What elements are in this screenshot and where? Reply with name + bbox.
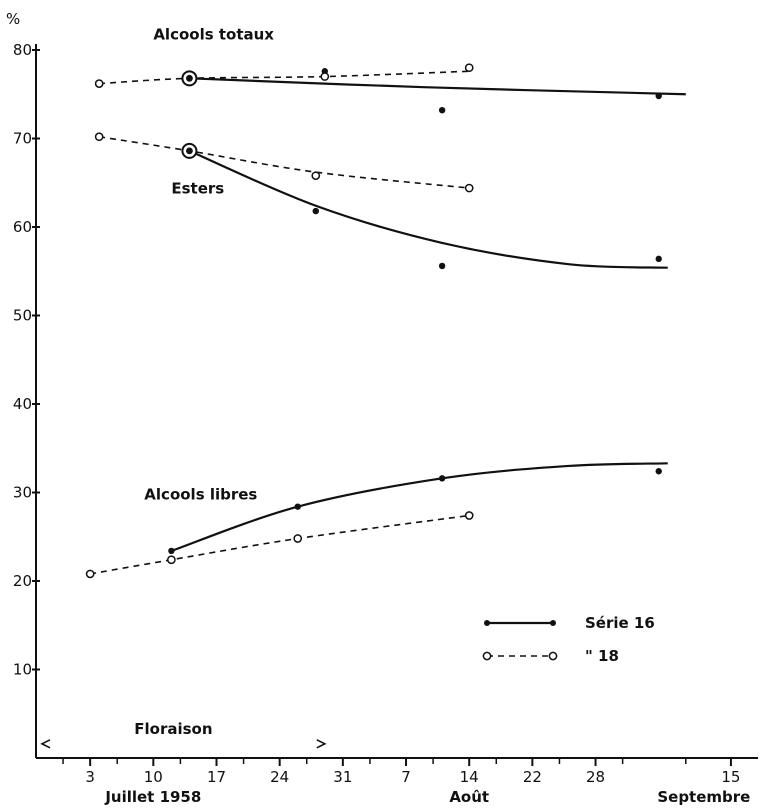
data-point-esters-16: [312, 207, 319, 215]
y-axis-ticks: 10 20 30 40 50 60 70 80: [13, 41, 40, 679]
y-tick-label: 30: [13, 484, 32, 502]
y-tick-label: 20: [13, 572, 32, 590]
data-point-esters-18: [94, 132, 104, 142]
data-point-esters-16: [438, 262, 446, 270]
x-tick-label: 7: [401, 768, 411, 786]
legend: Série 16 " 18: [482, 614, 655, 665]
floraison-range: Floraison: [40, 720, 327, 749]
series-line-alcools-libres-18: [90, 514, 470, 575]
legend-marker: [548, 651, 558, 661]
floraison-end-arrow: [316, 739, 327, 749]
data-point-alcools-libres-16: [168, 547, 175, 555]
legend-label: Série 16: [585, 614, 655, 632]
data-point-alcools-libres-18: [293, 534, 303, 543]
floraison-label: Floraison: [134, 720, 212, 738]
y-tick-label: 40: [13, 395, 32, 413]
month-label: Juillet 1958: [104, 788, 201, 806]
x-tick-label: 28: [586, 768, 605, 786]
legend-marker: [484, 620, 490, 626]
y-tick-label: 60: [13, 218, 32, 236]
x-tick-label: 10: [144, 768, 163, 786]
series-line-esters-18: [99, 135, 470, 189]
y-tick-label: 10: [13, 661, 32, 679]
data-point-alcools-totaux-18: [464, 63, 474, 73]
x-tick-label: 14: [460, 768, 479, 786]
series-line-alcools-totaux-16: [189, 77, 686, 96]
chart-axes: %: [6, 10, 758, 759]
series-group-label: Esters: [171, 179, 224, 197]
series-group-label: Alcools totaux: [153, 25, 274, 43]
legend-marker: [550, 620, 556, 626]
series-group-label: Alcools libres: [144, 486, 257, 504]
month-label: Août: [449, 788, 489, 806]
data-point-alcools-totaux-16: [655, 92, 662, 100]
data-point-alcools-libres-18: [464, 511, 474, 520]
y-axis-unit: %: [6, 10, 20, 28]
x-tick-label: 31: [333, 768, 352, 786]
data-point-esters-18: [311, 171, 321, 181]
annotation-layer: Alcools totaux Esters Alcools libres: [144, 25, 274, 503]
data-point-alcools-libres-16: [655, 468, 662, 475]
month-labels: Juillet 1958 Août Septembre: [104, 788, 750, 806]
x-tick-label: 24: [270, 768, 289, 786]
data-point-alcools-totaux-16: [438, 106, 446, 114]
x-axis-ticks: 3 10 17 24 31 7 14 22 28 15: [62, 758, 740, 786]
data-point-alcools-totaux-18: [94, 79, 104, 88]
legend-label: " 18: [585, 647, 619, 665]
x-tick-label: 22: [523, 768, 542, 786]
x-tick-label: 3: [85, 768, 95, 786]
series-line-alcools-libres-16: [171, 462, 668, 552]
data-point-esters-18: [464, 183, 474, 193]
data-point-alcools-totaux-18: [320, 72, 330, 81]
y-tick-label: 80: [13, 41, 32, 59]
data-point-alcools-libres-16: [438, 475, 446, 482]
month-label: Septembre: [657, 788, 750, 806]
data-point-alcools-libres-16: [294, 503, 301, 510]
x-tick-label: 17: [207, 768, 226, 786]
data-point-esters-16: [655, 255, 662, 263]
data-point-alcools-libres-18: [167, 555, 176, 565]
series-layer: [85, 63, 686, 579]
common-origin-point-center: [186, 147, 193, 155]
series-line-alcools-totaux-18: [99, 70, 470, 85]
series-line-esters-16: [188, 149, 668, 269]
data-point-alcools-libres-18: [85, 569, 95, 579]
y-tick-label: 70: [13, 130, 32, 148]
common-origin-point-center: [186, 74, 193, 82]
y-tick-label: 50: [13, 307, 32, 325]
floraison-start-arrow: [40, 739, 51, 749]
x-tick-label: 15: [721, 768, 740, 786]
legend-marker: [482, 651, 492, 661]
